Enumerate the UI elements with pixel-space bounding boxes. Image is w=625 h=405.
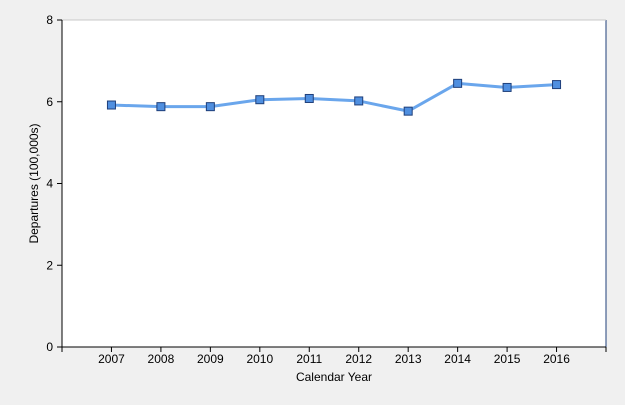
y-axis-ticks: 0 2 4 6 8 <box>46 13 62 354</box>
x-tick-label: 2015 <box>494 352 521 366</box>
x-tick-label: 2010 <box>246 352 273 366</box>
data-point <box>552 80 562 90</box>
x-axis-label: Calendar Year <box>296 370 372 384</box>
y-tick-label: 8 <box>46 13 53 27</box>
x-tick-label: 2009 <box>197 352 224 366</box>
data-point <box>502 82 512 92</box>
series-line <box>109 81 559 113</box>
y-tick-label: 4 <box>46 177 53 191</box>
x-tick-label: 2012 <box>345 352 372 366</box>
data-point <box>255 95 265 105</box>
data-point <box>106 100 116 110</box>
x-tick-label: 2008 <box>148 352 175 366</box>
x-tick-label: 2014 <box>444 352 471 366</box>
x-axis-ticks: 2007 2008 2009 2010 2011 2012 2013 2014 2015 2016 <box>61 347 607 366</box>
y-axis-label: Departures (100,000s) <box>27 123 41 243</box>
data-point <box>453 78 463 88</box>
y-tick-label: 6 <box>46 95 53 109</box>
plot-area <box>62 20 606 347</box>
data-point <box>156 102 166 112</box>
x-tick-label: 2007 <box>98 352 125 366</box>
data-point <box>354 96 364 106</box>
y-tick-label: 2 <box>46 258 53 272</box>
data-point <box>205 102 215 112</box>
series-group <box>106 78 562 116</box>
x-tick-label: 2011 <box>296 352 322 366</box>
x-tick-label: 2013 <box>395 352 422 366</box>
x-tick-label: 2016 <box>543 352 570 366</box>
y-tick-label: 0 <box>46 340 53 354</box>
data-point <box>403 106 413 116</box>
data-point <box>304 93 314 103</box>
